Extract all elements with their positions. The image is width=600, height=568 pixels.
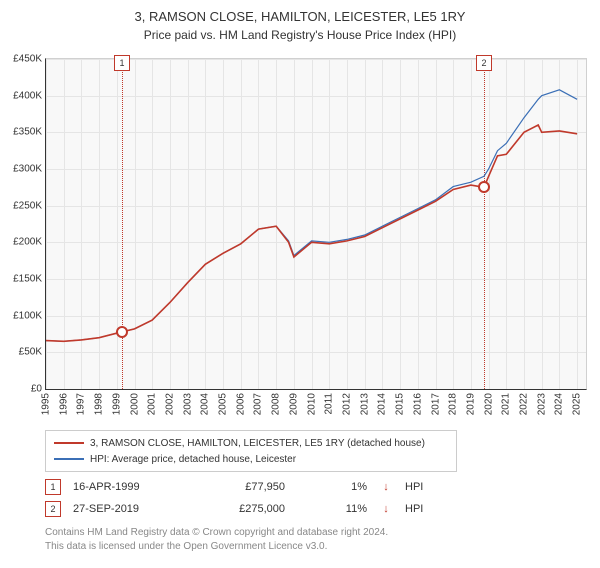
xtick-label: 2019: [465, 393, 476, 415]
sale-hpi-label: HPI: [405, 503, 435, 515]
sale-date: 16-APR-1999: [73, 481, 193, 493]
marker-label: 1: [114, 55, 130, 71]
ytick-label: £200K: [13, 237, 42, 248]
sale-row: 2 27-SEP-2019 £275,000 11% ↓ HPI: [45, 498, 435, 520]
chart-container: 3, RAMSON CLOSE, HAMILTON, LEICESTER, LE…: [0, 8, 600, 568]
xtick-label: 2021: [501, 393, 512, 415]
marker-point: [478, 181, 490, 193]
sale-hpi-label: HPI: [405, 481, 435, 493]
ytick-label: £250K: [13, 200, 42, 211]
plot-area: £0£50K£100K£150K£200K£250K£300K£350K£400…: [45, 58, 587, 390]
legend-swatch-hpi: [54, 458, 84, 460]
marker-label: 2: [476, 55, 492, 71]
legend-item-property: 3, RAMSON CLOSE, HAMILTON, LEICESTER, LE…: [54, 435, 448, 451]
xtick-label: 2015: [395, 393, 406, 415]
sale-date: 27-SEP-2019: [73, 503, 193, 515]
xtick-label: 2018: [448, 393, 459, 415]
xtick-label: 2003: [182, 393, 193, 415]
legend: 3, RAMSON CLOSE, HAMILTON, LEICESTER, LE…: [45, 430, 457, 472]
xtick-label: 2001: [147, 393, 158, 415]
ytick-label: £450K: [13, 54, 42, 65]
xtick-label: 2025: [572, 393, 583, 415]
xtick-label: 2022: [519, 393, 530, 415]
xtick-label: 2017: [430, 393, 441, 415]
xtick-label: 2016: [412, 393, 423, 415]
xtick-label: 2010: [306, 393, 317, 415]
sale-marker: 1: [45, 479, 61, 495]
xtick-label: 2020: [483, 393, 494, 415]
ytick-label: £400K: [13, 90, 42, 101]
legend-label-hpi: HPI: Average price, detached house, Leic…: [90, 454, 296, 465]
xtick-label: 2024: [554, 393, 565, 415]
sale-diff: 11%: [297, 503, 367, 515]
xtick-label: 1996: [58, 393, 69, 415]
xtick-label: 2023: [536, 393, 547, 415]
xtick-label: 2014: [377, 393, 388, 415]
series-hpi: [46, 90, 577, 341]
sale-diff: 1%: [297, 481, 367, 493]
ytick-label: £50K: [19, 347, 42, 358]
xtick-label: 1995: [41, 393, 52, 415]
marker-point: [116, 326, 128, 338]
series-property: [46, 125, 577, 341]
xtick-label: 1997: [76, 393, 87, 415]
ytick-label: £100K: [13, 310, 42, 321]
xtick-label: 2008: [271, 393, 282, 415]
xtick-label: 2006: [235, 393, 246, 415]
footnote-line: This data is licensed under the Open Gov…: [45, 540, 388, 554]
legend-item-hpi: HPI: Average price, detached house, Leic…: [54, 451, 448, 467]
sale-price: £275,000: [205, 503, 285, 515]
ytick-label: £350K: [13, 127, 42, 138]
down-arrow-icon: ↓: [379, 503, 393, 515]
sales-table: 1 16-APR-1999 £77,950 1% ↓ HPI 2 27-SEP-…: [45, 476, 435, 520]
ytick-label: £150K: [13, 274, 42, 285]
sale-marker: 2: [45, 501, 61, 517]
xtick-label: 2011: [324, 393, 335, 415]
sale-row: 1 16-APR-1999 £77,950 1% ↓ HPI: [45, 476, 435, 498]
xtick-label: 2009: [288, 393, 299, 415]
ytick-label: £300K: [13, 164, 42, 175]
sale-price: £77,950: [205, 481, 285, 493]
xtick-label: 2012: [341, 393, 352, 415]
chart-subtitle: Price paid vs. HM Land Registry's House …: [0, 28, 600, 42]
footnote: Contains HM Land Registry data © Crown c…: [45, 526, 388, 554]
xtick-label: 1999: [111, 393, 122, 415]
xtick-label: 2005: [218, 393, 229, 415]
xtick-label: 2004: [200, 393, 211, 415]
footnote-line: Contains HM Land Registry data © Crown c…: [45, 526, 388, 540]
legend-label-property: 3, RAMSON CLOSE, HAMILTON, LEICESTER, LE…: [90, 438, 425, 449]
chart-title: 3, RAMSON CLOSE, HAMILTON, LEICESTER, LE…: [0, 8, 600, 26]
xtick-label: 2002: [164, 393, 175, 415]
xtick-label: 2013: [359, 393, 370, 415]
down-arrow-icon: ↓: [379, 481, 393, 493]
xtick-label: 2000: [129, 393, 140, 415]
legend-swatch-property: [54, 442, 84, 444]
line-series-svg: [46, 59, 586, 389]
xtick-label: 2007: [253, 393, 264, 415]
xtick-label: 1998: [94, 393, 105, 415]
